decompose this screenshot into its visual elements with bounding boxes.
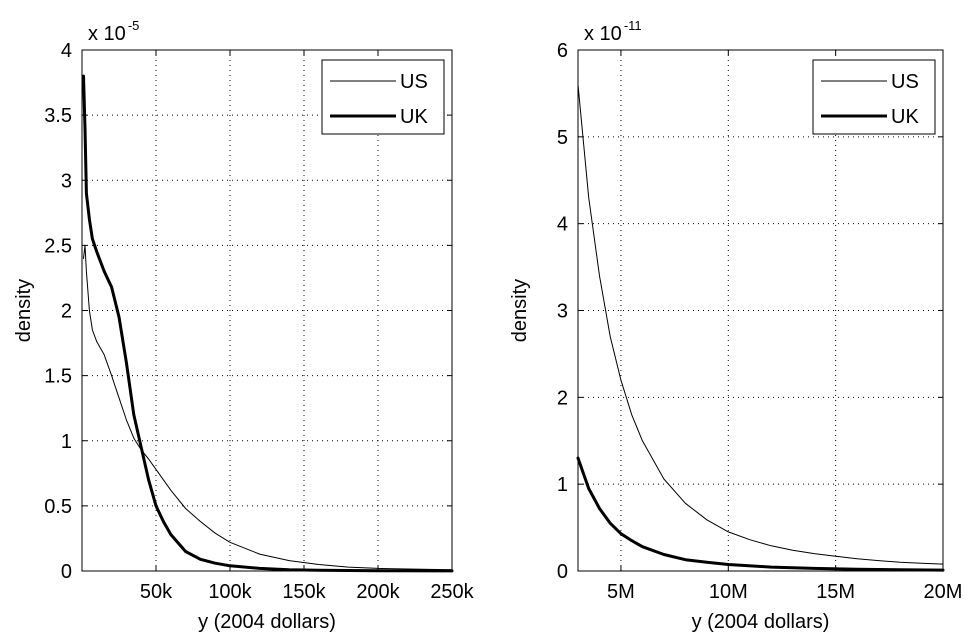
x-tick-label: 20M [924,581,963,603]
grid-lines [578,50,943,571]
y-tick-label: 0.5 [44,496,72,518]
chart-right: 5M 10M 15M 20M 0 1 2 3 4 5 6 y (2004 dollars) den… [509,18,962,633]
legend-box [321,59,445,135]
legend: US UK [812,59,936,135]
x-tick-label: 50k [140,581,173,603]
legend: US UK [321,59,445,135]
y-tick-label: 2 [557,387,568,409]
y-tick-label: 3 [61,170,72,192]
x-tick-label: 5M [607,581,635,603]
x-tick-label: 150k [282,581,326,603]
y-axis-label: density [13,279,35,342]
x-axis-label: y (2004 dollars) [198,611,336,633]
y-axis-ticks: 0 1 2 3 4 5 6 [557,40,943,583]
y-multiplier-exponent: -5 [128,18,140,33]
plot-lines [82,74,454,573]
x-axis-ticks: 50k 100k 150k 200k 250k [140,50,475,603]
series-line-uk [82,74,454,573]
y-tick-label: 3 [557,301,568,323]
y-tick-label: 4 [557,214,568,236]
grid-lines [82,50,452,571]
legend-label-us: US [891,71,919,93]
y-axis-ticks: 0 0.5 1 1.5 2 2.5 3 3.5 4 [44,40,452,583]
y-tick-label: 2 [61,301,72,323]
y-tick-label: 2.5 [44,235,72,257]
x-axis-ticks: 5M 10M 15M 20M [607,50,962,603]
y-multiplier-base: x 10 [88,23,126,45]
y-multiplier-base: x 10 [584,23,622,45]
y-tick-label: 6 [557,40,568,62]
y-multiplier-exponent: -11 [624,18,642,33]
y-tick-label: 5 [557,127,568,149]
chart-left: 50k 100k 150k 200k 250k 0 0.5 1 1.5 2 2.5 3 3.5 4 y … [13,18,475,633]
y-tick-label: 3.5 [44,105,72,127]
y-tick-label: 0 [61,561,72,583]
legend-label-us: US [400,71,428,93]
x-tick-label: 15M [816,581,855,603]
legend-box [812,59,936,135]
series-line-us [83,244,453,571]
y-tick-label: 1.5 [44,366,72,388]
series-line-us [577,84,944,565]
x-axis-label: y (2004 dollars) [692,611,830,633]
y-tick-label: 0 [557,561,568,583]
x-tick-label: 200k [356,581,400,603]
y-axis-label: density [509,279,531,342]
x-tick-label: 10M [709,581,748,603]
legend-label-uk: UK [400,106,428,128]
legend-label-uk: UK [891,106,919,128]
x-tick-label: 250k [430,581,474,603]
y-tick-label: 4 [61,40,72,62]
y-tick-label: 1 [61,431,72,453]
y-tick-label: 1 [557,474,568,496]
x-tick-label: 100k [208,581,252,603]
